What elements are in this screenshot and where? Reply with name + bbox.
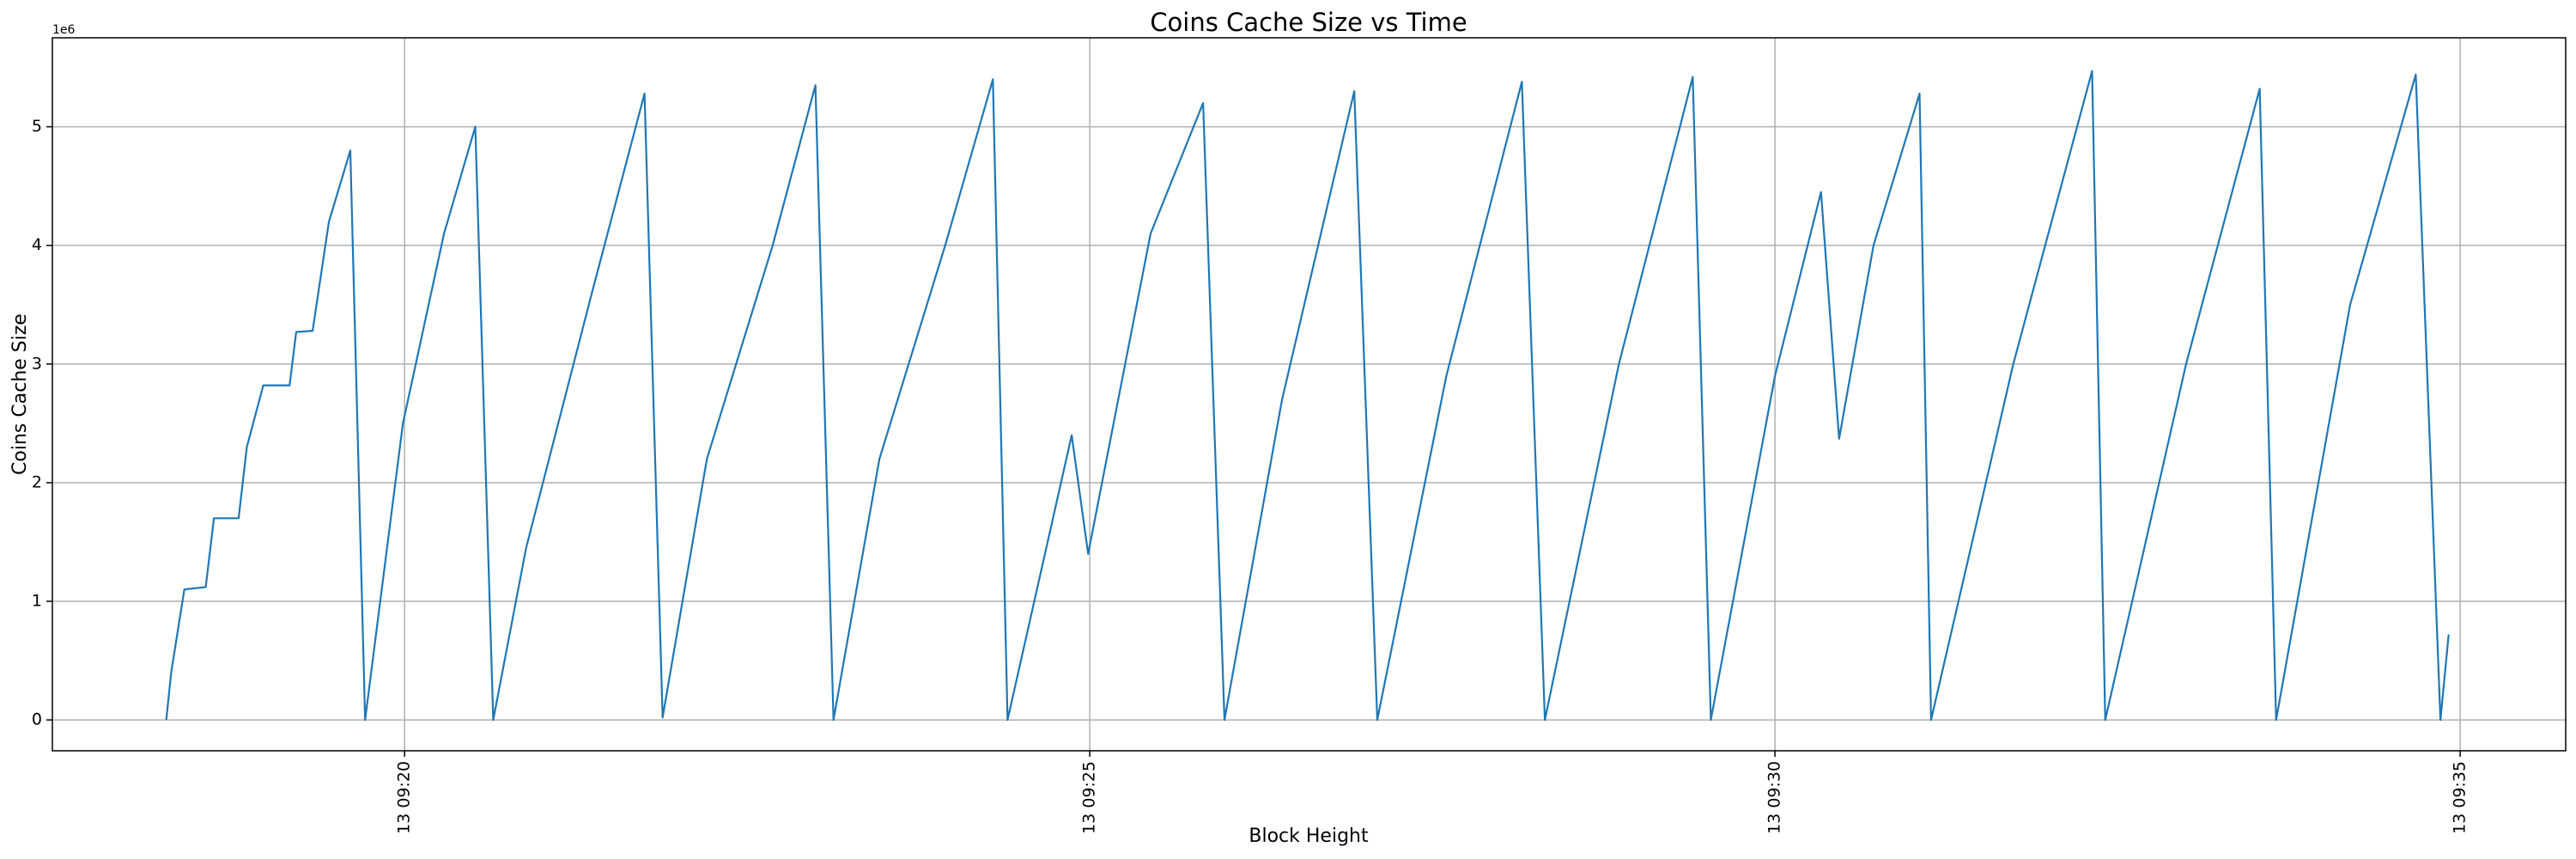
line (165, 70, 2450, 722)
plot-frame (52, 37, 2567, 752)
y-tick-label: 3 (32, 354, 42, 373)
chart-title: Coins Cache Size vs Time (1150, 8, 1467, 37)
y-tick-label: 0 (32, 710, 42, 729)
x-tick-label: 13 09:20 (395, 761, 414, 834)
y-tick-label: 4 (32, 235, 42, 254)
x-tick-label: 13 09:30 (1765, 761, 1784, 834)
x-axis-label: Block Height (1249, 825, 1369, 847)
y-offset-label: 1e6 (52, 23, 76, 37)
x-tick-label: 13 09:35 (2451, 761, 2470, 834)
y-tick-label: 2 (32, 472, 42, 491)
y-axis-label: Coins Cache Size (9, 314, 31, 475)
x-tick-label: 13 09:25 (1080, 761, 1099, 834)
y-tick-label: 5 (32, 117, 42, 136)
y-tick-label: 1 (32, 591, 42, 610)
